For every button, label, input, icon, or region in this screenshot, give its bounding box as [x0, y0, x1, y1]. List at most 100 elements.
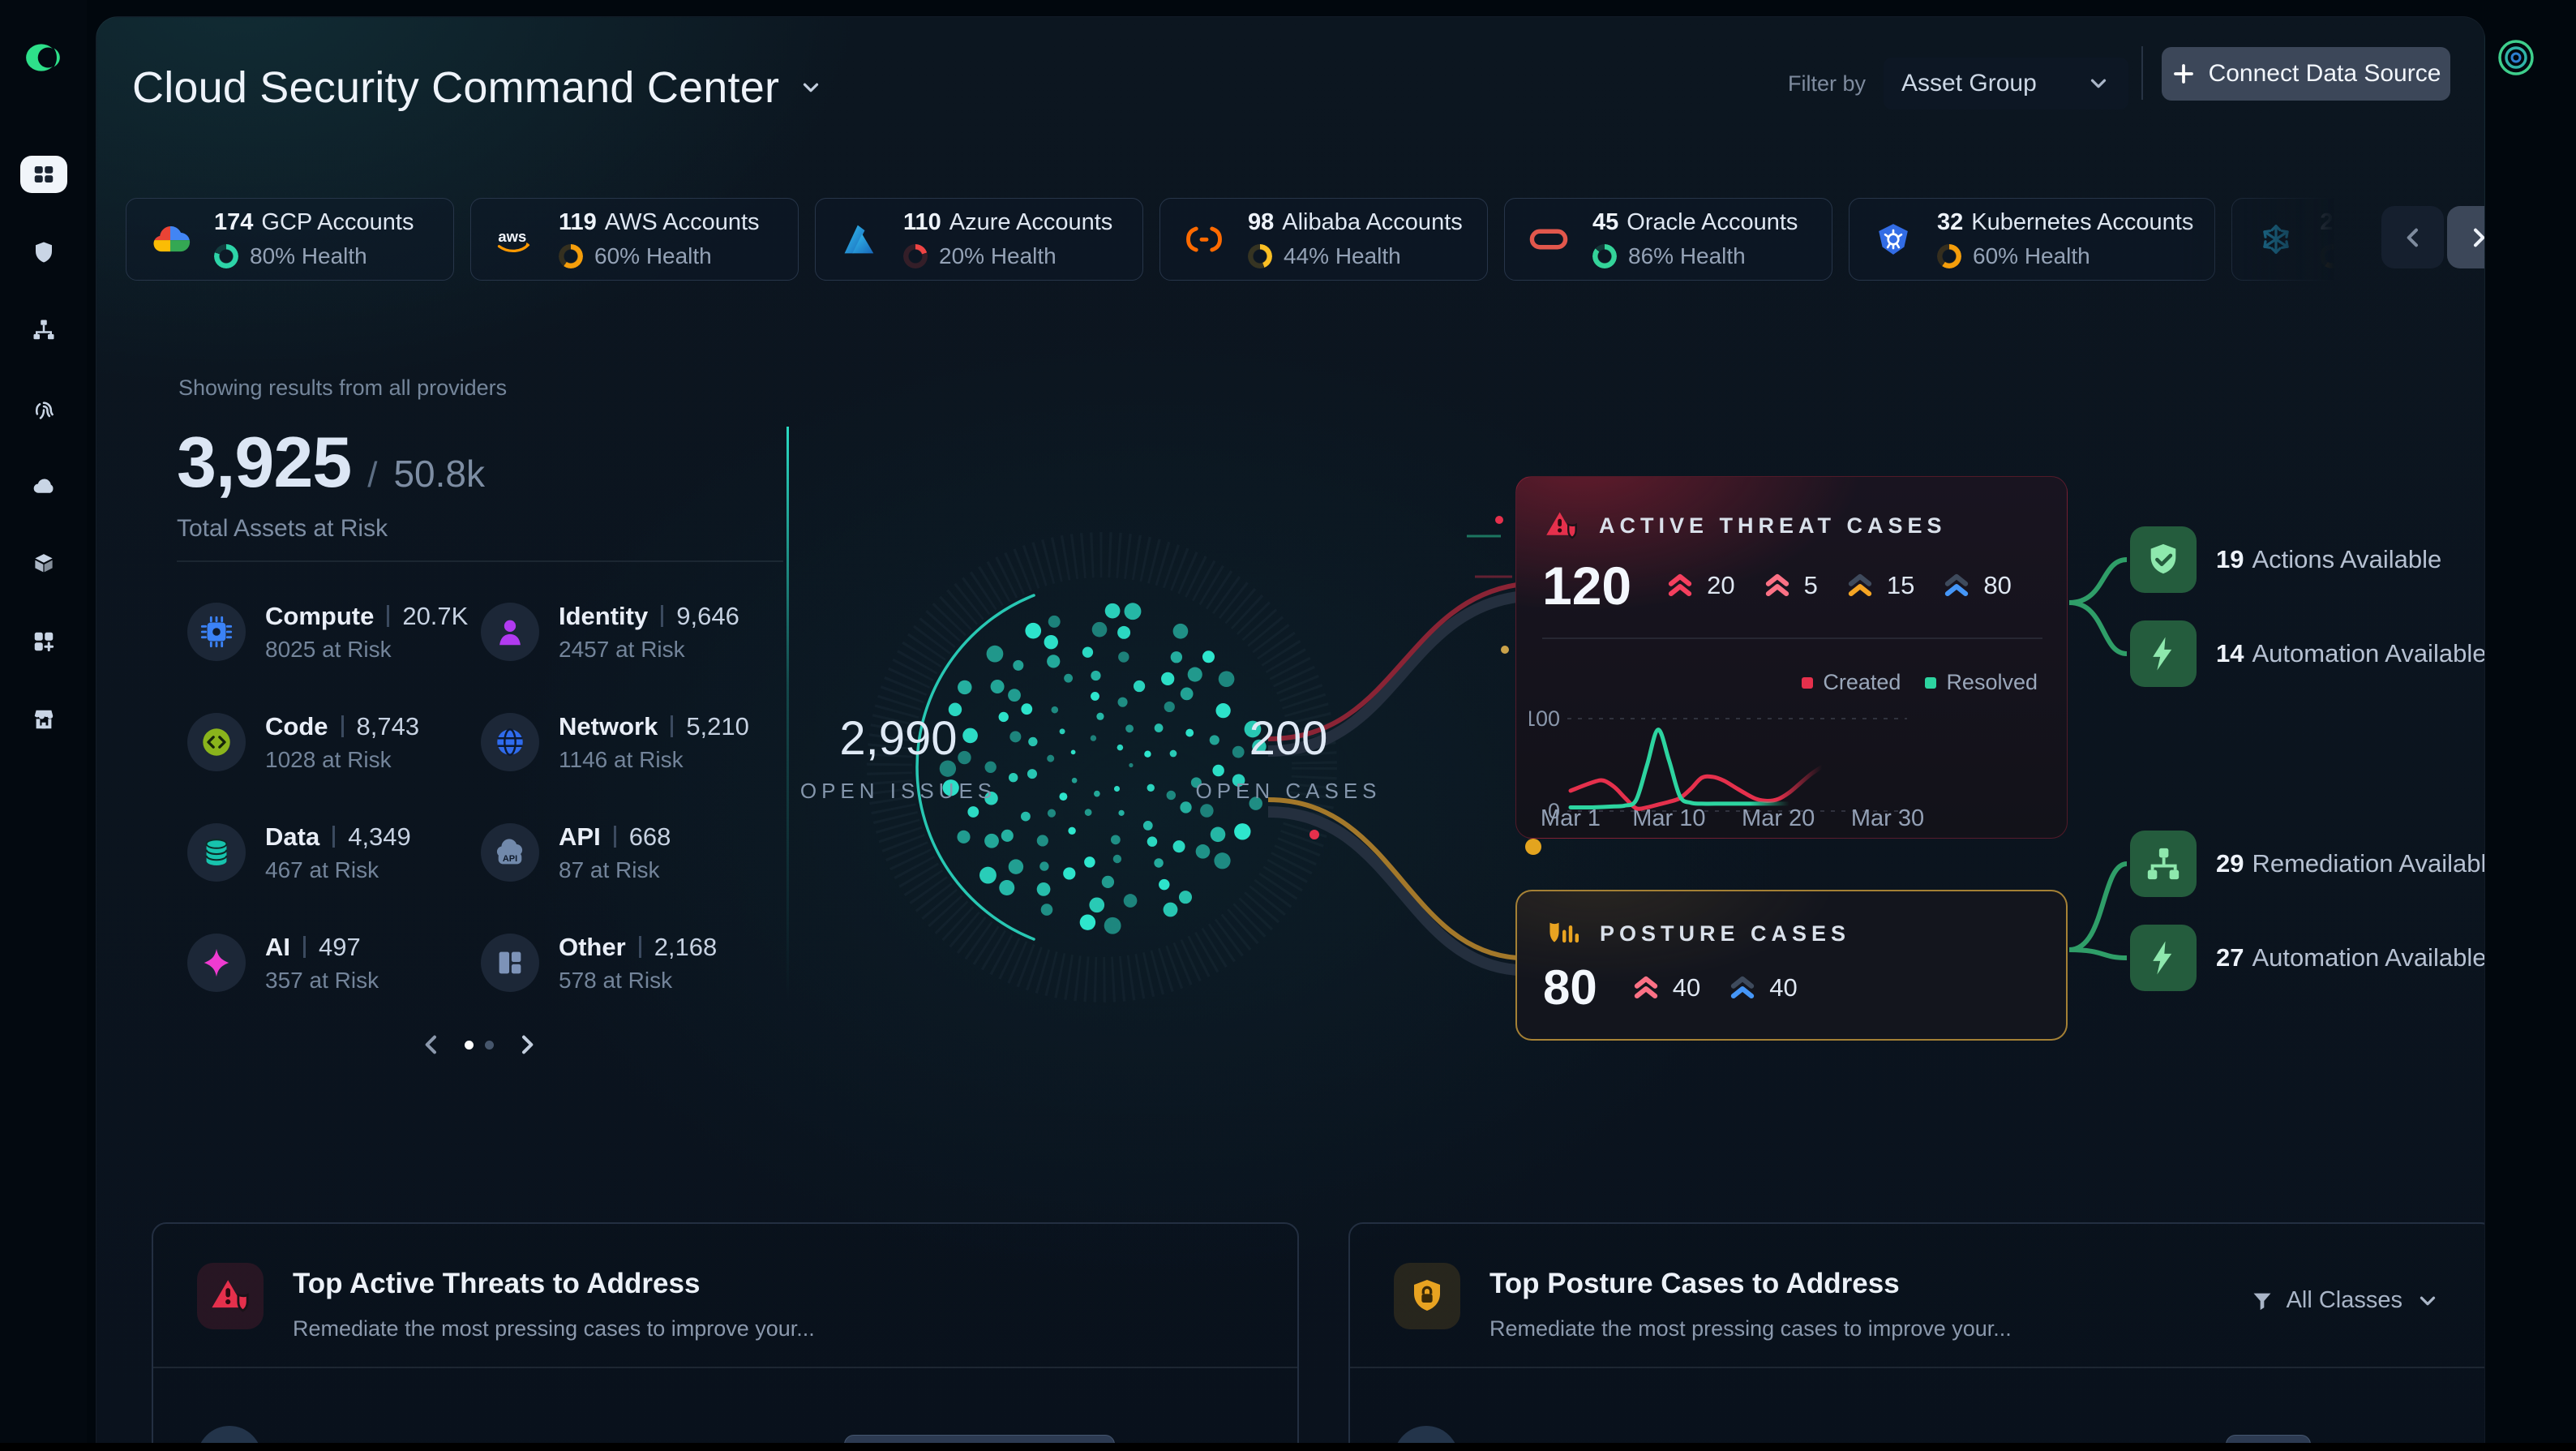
asset-name: Identity: [559, 601, 649, 630]
sidebar-item-marketplace[interactable]: [20, 701, 67, 738]
kubernetes-logo-icon: [1871, 221, 1916, 258]
asset-name-value: API 668: [559, 822, 671, 852]
asset-at-risk: 357 at Risk: [265, 967, 379, 993]
severity-low-count: 40: [1769, 972, 1798, 1002]
compute-icon: [187, 603, 246, 661]
sidebar-item-hierarchy[interactable]: [20, 311, 67, 349]
action-shield-check-row[interactable]: 19 Actions Available: [2130, 526, 2441, 593]
asset-pager: [418, 1031, 541, 1058]
asset-category-other[interactable]: Other 2,168 578 at Risk: [481, 908, 774, 1018]
account-card-aws[interactable]: aws 119 AWS Accounts 60% Health: [470, 198, 799, 281]
sidebar-item-fingerprint[interactable]: [20, 389, 67, 427]
plus-icon: [2171, 62, 2196, 86]
account-provider-name: Snowflake Accounts: [2355, 209, 2357, 235]
legend-resolved: Resolved: [1925, 670, 2038, 695]
posture-totals: 80 40 40: [1543, 959, 1798, 1015]
asset-category-code[interactable]: Code 8,743 1028 at Risk: [187, 687, 481, 797]
connect-data-source-button[interactable]: Connect Data Source: [2162, 47, 2450, 101]
asset-total: 4,349: [348, 822, 411, 851]
action-remediation-row[interactable]: 29 Remediation Available: [2130, 831, 2484, 897]
severity-high-count: 40: [1672, 972, 1701, 1002]
sidebar-item-shield[interactable]: [20, 234, 67, 271]
action-bolt-row[interactable]: 14 Automation Available: [2130, 620, 2484, 687]
threats-card-divider: [153, 1367, 1297, 1368]
asset-category-data[interactable]: Data 4,349 467 at Risk: [187, 797, 481, 908]
top-posture-cases-card: Top Posture Cases to Address Remediate t…: [1348, 1222, 2484, 1451]
account-card-azure[interactable]: 110 Azure Accounts 20% Health: [815, 198, 1143, 281]
accounts-next-button[interactable]: [2447, 206, 2484, 268]
alibaba-logo-icon: [1181, 221, 1227, 258]
pager-prev-button[interactable]: [418, 1031, 445, 1058]
asset-divider: [387, 605, 390, 627]
severity-high-chevron-icon: [1630, 972, 1662, 1004]
main-panel: Cloud Security Command Center Filter by …: [96, 16, 2485, 1451]
bottom-strip: [0, 1443, 2576, 1451]
posture-card-title: POSTURE CASES: [1600, 921, 1851, 946]
asset-total: 8,743: [356, 711, 420, 741]
asset-category-network[interactable]: Network 5,210 1146 at Risk: [481, 687, 774, 797]
account-count: 119: [559, 209, 597, 235]
account-health: 60% Health: [2320, 243, 2357, 269]
integrations-icon: [32, 629, 56, 654]
severity-medium-chevron-icon: [1844, 569, 1876, 602]
posture-cases-card[interactable]: POSTURE CASES 80 40 40: [1515, 890, 2068, 1041]
health-label: 60% Health: [2355, 243, 2357, 269]
severity-critical: 20: [1664, 569, 1735, 602]
product-ring-icon[interactable]: [2497, 38, 2535, 77]
code-icon: [187, 713, 246, 771]
health-label: 60% Health: [594, 243, 712, 268]
account-count-name: 98 Alibaba Accounts: [1248, 209, 1463, 236]
asset-divider: [638, 936, 641, 958]
sidebar-item-dashboard[interactable]: [19, 156, 67, 193]
health-ring-icon: [903, 244, 928, 268]
action-bolt-row[interactable]: 27 Automation Available: [2130, 925, 2484, 991]
account-card-text: 110 Azure Accounts 20% Health: [903, 209, 1112, 269]
brand-logo-icon[interactable]: [24, 41, 64, 75]
open-cases-stat: 200 OPEN CASES: [1183, 711, 1394, 804]
pager-dot-1[interactable]: [485, 1040, 494, 1050]
threats-card-subtitle: Remediate the most pressing cases to imp…: [293, 1316, 815, 1341]
asset-category-api[interactable]: API API 668 87 at Risk: [481, 797, 774, 908]
posture-shield-icon: [1546, 917, 1579, 950]
assets-total-value: 50.8k: [393, 453, 485, 495]
header-divider: [2141, 46, 2143, 100]
asset-category-compute[interactable]: Compute 20.7K 8025 at Risk: [187, 577, 481, 687]
bolt-icon: [2130, 925, 2197, 991]
health-ring-icon: [1248, 244, 1272, 268]
all-classes-filter[interactable]: All Classes: [2251, 1287, 2440, 1314]
asset-name: Data: [265, 822, 320, 851]
asset-text: Data 4,349 467 at Risk: [265, 822, 411, 883]
account-card-oracle[interactable]: 45 Oracle Accounts 86% Health: [1504, 198, 1832, 281]
postures-card-head: Top Posture Cases to Address Remediate t…: [1394, 1263, 2012, 1342]
asset-category-ai[interactable]: AI 497 357 at Risk: [187, 908, 481, 1018]
asset-category-identity[interactable]: Identity 9,646 2457 at Risk: [481, 577, 774, 687]
account-card-text: 174 GCP Accounts 80% Health: [214, 209, 414, 269]
account-card-snowflake[interactable]: 27 Snowflake Accounts 60% Health: [2231, 198, 2357, 281]
aws-logo-icon: aws: [492, 221, 538, 258]
severity-critical-count: 20: [1707, 571, 1735, 599]
threat-card-divider: [1542, 637, 2042, 639]
severity-medium-count: 15: [1886, 571, 1915, 599]
account-count: 174: [214, 209, 254, 235]
shield-icon: [32, 240, 56, 264]
pager-dot-0[interactable]: [465, 1040, 474, 1050]
sidebar-item-integrations[interactable]: [20, 623, 67, 660]
asset-group-select[interactable]: Asset Group: [1884, 58, 2129, 109]
account-card-alibaba[interactable]: 98 Alibaba Accounts 44% Health: [1159, 198, 1488, 281]
page-title-group[interactable]: Cloud Security Command Center: [132, 62, 823, 113]
sidebar: [0, 0, 87, 1451]
account-card-kubernetes[interactable]: 32 Kubernetes Accounts 60% Health: [1849, 198, 2216, 281]
severity-low: 80: [1940, 569, 2012, 602]
accounts-prev-button[interactable]: [2381, 206, 2444, 268]
oracle-logo-icon: [1526, 221, 1571, 258]
account-card-gcp[interactable]: 174 GCP Accounts 80% Health: [126, 198, 454, 281]
chart-legend: Created Resolved: [1802, 670, 2038, 695]
sidebar-item-cloud[interactable]: [20, 467, 67, 504]
account-health: 20% Health: [903, 243, 1112, 269]
active-threat-cases-card[interactable]: ACTIVE THREAT CASES 120 20 5 15 80 Created R…: [1515, 476, 2068, 839]
hierarchy-icon: [32, 318, 56, 342]
sidebar-item-cube[interactable]: [20, 545, 67, 582]
pager-next-button[interactable]: [513, 1031, 541, 1058]
severity-medium: 15: [1844, 569, 1914, 602]
accounts-carousel: 174 GCP Accounts 80% Health aws 119 AWS Accou…: [126, 198, 2357, 282]
